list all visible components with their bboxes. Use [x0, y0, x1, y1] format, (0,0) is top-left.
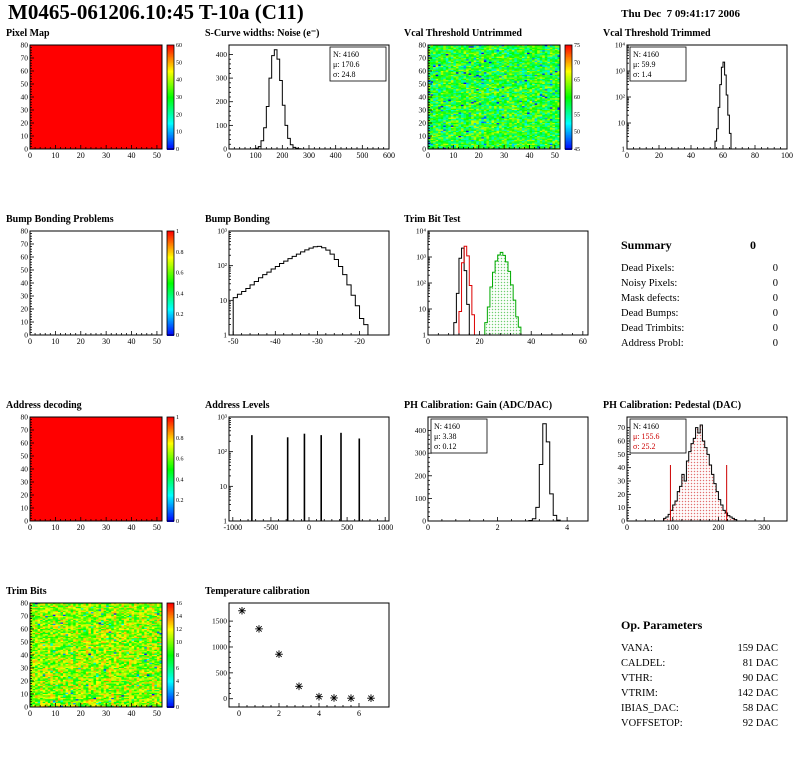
op-row: VTHR: 90 DAC: [621, 671, 782, 686]
summary-panel: Summary 0 Dead Pixels: 0 Noisy Pixels: 0…: [597, 212, 796, 398]
op-row-value: 90 DAC: [742, 673, 778, 684]
bump-bonding-chart: [205, 227, 397, 349]
op-row-label: VTRIM:: [621, 688, 658, 699]
plot-pixel-map: Pixel Map: [0, 26, 199, 212]
plot-title: S-Curve widths: Noise (e⁻): [205, 28, 320, 39]
op-row: CALDEL: 81 DAC: [621, 656, 782, 671]
plot-ph-gain: PH Calibration: Gain (ADC/DAC): [398, 398, 597, 584]
op-row-value: 142 DAC: [737, 688, 778, 699]
op-row-label: VANA:: [621, 643, 653, 654]
vcal-threshold-untrimmed-chart: [404, 41, 596, 163]
op-row-value: 159 DAC: [737, 643, 778, 654]
summary-row: Noisy Pixels: 0: [621, 276, 782, 291]
summary-row-value: 0: [772, 278, 778, 289]
op-row-label: IBIAS_DAC:: [621, 703, 679, 714]
vcal-threshold-trimmed-chart: [603, 41, 795, 163]
plot-address-levels: Address Levels: [199, 398, 398, 584]
op-row: IBIAS_DAC: 58 DAC: [621, 701, 782, 716]
ph-gain-chart: [404, 413, 596, 535]
plot-title: Address decoding: [6, 400, 82, 411]
summary-total: 0: [750, 238, 756, 252]
op-row-label: CALDEL:: [621, 658, 666, 669]
plot-temperature-calibration: Temperature calibration: [199, 584, 398, 770]
plot-trim-bits: Trim Bits: [0, 584, 199, 770]
address-decoding-chart: [6, 413, 198, 535]
plot-scurve-noise: S-Curve widths: Noise (e⁻): [199, 26, 398, 212]
plot-title: Bump Bonding Problems: [6, 214, 114, 225]
plot-title: Address Levels: [205, 400, 270, 411]
summary-row: Address Probl: 0: [621, 336, 782, 351]
op-row-value: 92 DAC: [742, 718, 778, 729]
summary-row-value: 0: [772, 323, 778, 334]
summary-row-value: 0: [772, 263, 778, 274]
plot-title: Bump Bonding: [205, 214, 270, 225]
op-parameters-title: Op. Parameters: [621, 618, 703, 632]
plot-vcal-threshold-trimmed: Vcal Threshold Trimmed: [597, 26, 796, 212]
timestamp: Thu Dec 7 09:41:17 2006: [621, 8, 740, 20]
op-row-label: VTHR:: [621, 673, 653, 684]
summary-title: Summary: [621, 238, 672, 252]
summary-row: Mask defects: 0: [621, 291, 782, 306]
scurve-noise-chart: [205, 41, 397, 163]
op-row: VTRIM: 142 DAC: [621, 686, 782, 701]
summary-row-label: Address Probl:: [621, 338, 684, 349]
trim-bits-chart: [6, 599, 198, 721]
op-row-value: 58 DAC: [742, 703, 778, 714]
summary-row-label: Dead Trimbits:: [621, 323, 685, 334]
plot-title: Pixel Map: [6, 28, 50, 39]
plot-address-decoding: Address decoding: [0, 398, 199, 584]
op-row: VANA: 159 DAC: [621, 641, 782, 656]
pixel-map-chart: [6, 41, 198, 163]
plot-trim-bit-test: Trim Bit Test: [398, 212, 597, 398]
plot-title: Trim Bits: [6, 586, 47, 597]
op-parameters-panel: Op. Parameters VANA: 159 DAC CALDEL: 81 …: [597, 584, 796, 770]
bump-bonding-problems-chart: [6, 227, 198, 349]
summary-row-label: Dead Bumps:: [621, 308, 679, 319]
summary-row: Dead Bumps: 0: [621, 306, 782, 321]
page-title: M0465-061206.10:45 T-10a (C11): [8, 0, 304, 24]
ph-pedestal-chart: [603, 413, 795, 535]
plot-title: Trim Bit Test: [404, 214, 461, 225]
op-row: VOFFSETOP: 92 DAC: [621, 716, 782, 731]
summary-row-value: 0: [772, 338, 778, 349]
op-parameters-header: Op. Parameters: [621, 618, 782, 633]
plot-bump-bonding-problems: Bump Bonding Problems: [0, 212, 199, 398]
plot-title: Vcal Threshold Trimmed: [603, 28, 711, 39]
op-row-value: 81 DAC: [742, 658, 778, 669]
plot-grid: Pixel Map S-Curve widths: Noise (e⁻) Vca…: [0, 26, 796, 770]
op-row-label: VOFFSETOP:: [621, 718, 683, 729]
plot-title: Vcal Threshold Untrimmed: [404, 28, 522, 39]
summary-row-label: Mask defects:: [621, 293, 680, 304]
summary-header: Summary 0: [621, 238, 782, 253]
plot-title: Temperature calibration: [205, 586, 310, 597]
address-levels-chart: [205, 413, 397, 535]
temperature-calibration-chart: [205, 599, 397, 721]
trim-bit-test-chart: [404, 227, 596, 349]
plot-ph-pedestal: PH Calibration: Pedestal (DAC): [597, 398, 796, 584]
summary-row-label: Dead Pixels:: [621, 263, 675, 274]
summary-row: Dead Pixels: 0: [621, 261, 782, 276]
summary-row-label: Noisy Pixels:: [621, 278, 678, 289]
plot-vcal-threshold-untrimmed: Vcal Threshold Untrimmed: [398, 26, 597, 212]
plot-bump-bonding: Bump Bonding: [199, 212, 398, 398]
summary-row-value: 0: [772, 308, 778, 319]
empty-cell: [398, 584, 597, 770]
summary-row-value: 0: [772, 293, 778, 304]
summary-row: Dead Trimbits: 0: [621, 321, 782, 336]
plot-title: PH Calibration: Gain (ADC/DAC): [404, 400, 553, 411]
plot-title: PH Calibration: Pedestal (DAC): [603, 400, 742, 411]
